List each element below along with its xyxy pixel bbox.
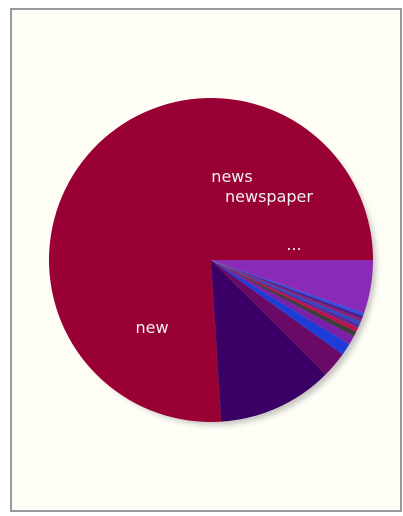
pie-slices (49, 98, 374, 422)
pie-slice-10 (211, 260, 364, 319)
pie-labels: new news... newspaper (135, 167, 313, 337)
pie-slice-5 (211, 260, 357, 337)
pie-slice-11 (211, 260, 365, 316)
slice-label-newspaper: newspaper (225, 187, 313, 206)
pie-slice-news (211, 260, 326, 422)
slice-label-news: news (211, 167, 252, 186)
pie-slice- (211, 260, 373, 313)
pie-slice-7 (211, 260, 360, 329)
pie-slice-6 (211, 260, 359, 332)
pie-slice-4 (211, 260, 354, 345)
slice-label-: ... (286, 235, 301, 254)
pie-slice-3 (211, 260, 350, 355)
pie-slice-9 (211, 260, 362, 322)
pie-slice-8 (211, 260, 361, 325)
pie-slice-2 (211, 260, 343, 375)
slice-label-new: new (135, 318, 168, 337)
